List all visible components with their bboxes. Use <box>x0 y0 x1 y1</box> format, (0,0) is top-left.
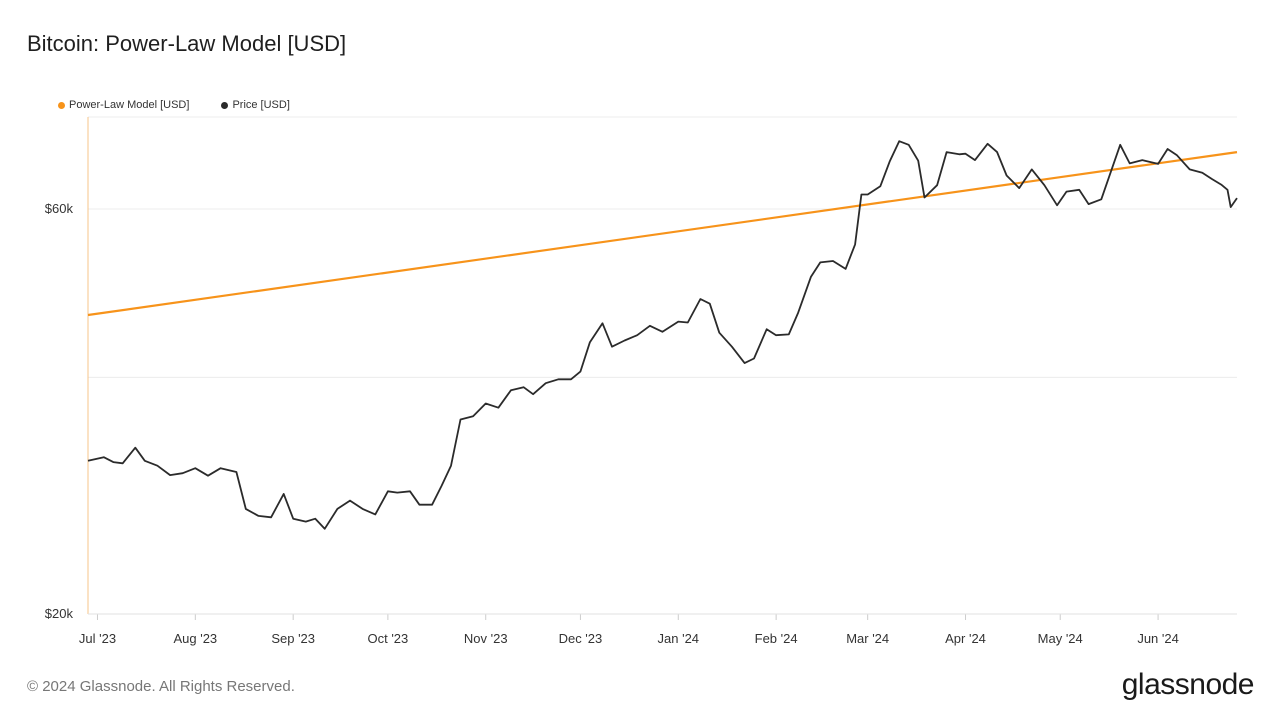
x-tick-label-3: Oct '23 <box>367 631 408 646</box>
legend-item-power-law[interactable]: Power-Law Model [USD] <box>58 99 189 111</box>
legend-dot-price <box>221 101 229 109</box>
chart-title: Bitcoin: Power-Law Model [USD] <box>27 31 347 56</box>
x-tick-label-9: Apr '24 <box>945 631 986 646</box>
x-tick-label-1: Aug '23 <box>173 631 217 646</box>
x-tick-label-11: Jun '24 <box>1137 631 1179 646</box>
x-tick-label-10: May '24 <box>1038 631 1083 646</box>
x-tick-label-5: Dec '23 <box>559 631 603 646</box>
y-tick-label-1: $60k <box>45 201 74 216</box>
series-line-price <box>87 140 1238 530</box>
copyright-footer: © 2024 Glassnode. All Rights Reserved. <box>27 678 295 695</box>
legend: Power-Law Model [USD] Price [USD] <box>58 99 290 111</box>
y-tick-label-0: $20k <box>45 606 74 621</box>
legend-item-price[interactable]: Price [USD] <box>221 99 290 111</box>
legend-label-power-law: Power-Law Model [USD] <box>69 99 190 111</box>
x-tick-label-8: Mar '24 <box>846 631 889 646</box>
x-tick-label-2: Sep '23 <box>271 631 315 646</box>
series-line-power-law <box>87 151 1238 317</box>
x-tick-label-7: Feb '24 <box>755 631 798 646</box>
glassnode-logo: glassnode <box>1121 668 1255 701</box>
legend-dot-power-law <box>58 101 65 109</box>
x-tick-label-4: Nov '23 <box>464 631 508 646</box>
x-tick-label-6: Jan '24 <box>658 631 700 646</box>
x-tick-label-0: Jul '23 <box>79 631 116 646</box>
legend-label-price: Price [USD] <box>232 99 290 111</box>
